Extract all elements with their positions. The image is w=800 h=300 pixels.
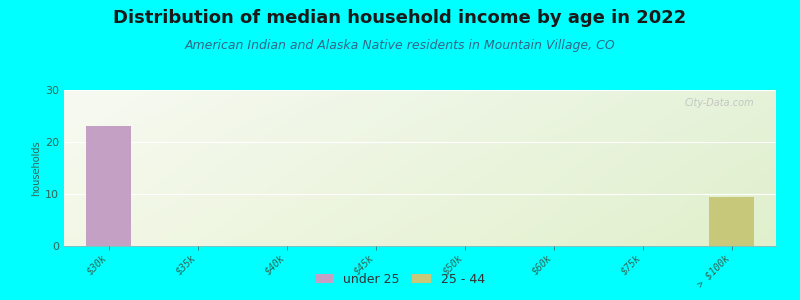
Text: American Indian and Alaska Native residents in Mountain Village, CO: American Indian and Alaska Native reside… <box>185 39 615 52</box>
Legend: under 25, 25 - 44: under 25, 25 - 44 <box>310 268 490 291</box>
Bar <box>86 126 130 246</box>
Bar <box>710 196 754 246</box>
Text: Distribution of median household income by age in 2022: Distribution of median household income … <box>114 9 686 27</box>
Text: City-Data.com: City-Data.com <box>685 98 754 108</box>
Y-axis label: households: households <box>31 140 41 196</box>
